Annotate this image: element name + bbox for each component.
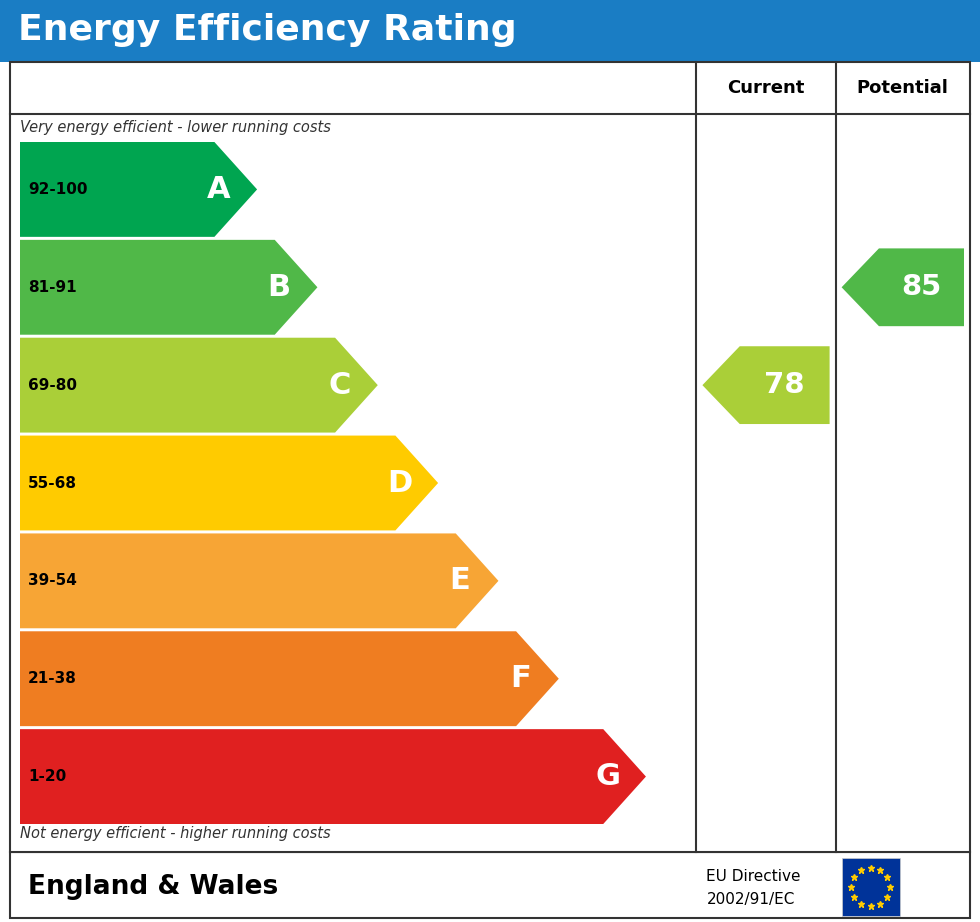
Text: B: B [268,273,291,301]
Text: A: A [207,175,230,204]
Text: G: G [595,762,620,791]
Text: Potential: Potential [857,79,949,97]
Text: Current: Current [727,79,805,97]
Text: 81-91: 81-91 [28,279,76,295]
Polygon shape [20,337,377,432]
Text: 21-38: 21-38 [28,671,76,686]
Polygon shape [842,248,964,326]
Polygon shape [20,729,646,824]
Text: EU Directive: EU Directive [707,869,801,884]
Bar [842,858,900,916]
Polygon shape [703,347,830,424]
Text: E: E [450,566,470,596]
Bar [10,62,970,852]
Text: 92-100: 92-100 [28,182,87,197]
Text: 2002/91/EC: 2002/91/EC [707,892,795,907]
Text: Not energy efficient - higher running costs: Not energy efficient - higher running co… [20,826,330,841]
Text: 78: 78 [764,372,805,399]
Polygon shape [20,142,257,237]
Polygon shape [20,240,318,335]
Text: England & Wales: England & Wales [28,874,278,900]
Polygon shape [20,632,559,727]
Text: 55-68: 55-68 [28,476,77,491]
Text: Energy Efficiency Rating: Energy Efficiency Rating [18,13,516,47]
Bar [0,0,980,62]
Polygon shape [20,534,499,628]
Text: F: F [510,664,531,693]
Text: 69-80: 69-80 [28,378,77,393]
Text: 39-54: 39-54 [28,573,76,588]
Text: C: C [328,371,351,399]
Text: 1-20: 1-20 [28,769,67,784]
Polygon shape [20,435,438,530]
Text: Very energy efficient - lower running costs: Very energy efficient - lower running co… [20,120,331,135]
Text: 85: 85 [902,273,942,301]
Text: D: D [387,468,413,498]
Bar [10,852,970,918]
